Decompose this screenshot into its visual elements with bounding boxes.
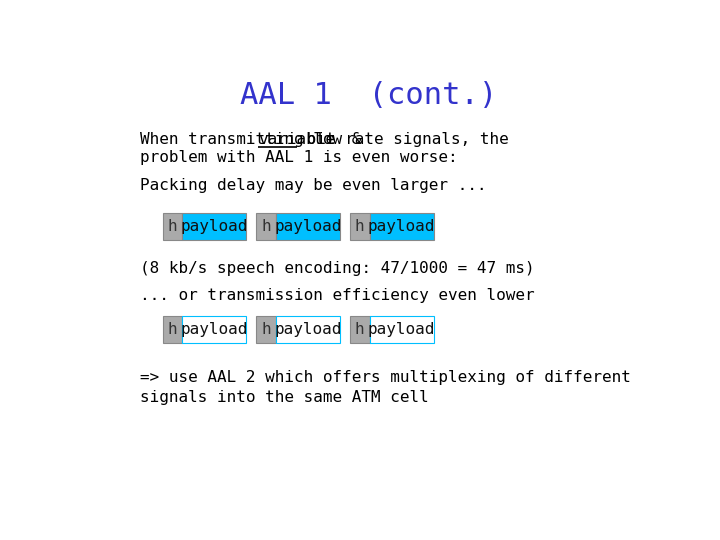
Text: signals into the same ATM cell: signals into the same ATM cell bbox=[140, 390, 429, 405]
Text: h: h bbox=[168, 219, 177, 234]
FancyBboxPatch shape bbox=[276, 213, 340, 240]
Text: h: h bbox=[168, 322, 177, 338]
FancyBboxPatch shape bbox=[163, 213, 182, 240]
FancyBboxPatch shape bbox=[369, 213, 433, 240]
Text: AAL 1  (cont.): AAL 1 (cont.) bbox=[240, 82, 498, 111]
Text: h: h bbox=[355, 219, 364, 234]
Text: payload: payload bbox=[274, 322, 341, 338]
FancyBboxPatch shape bbox=[163, 316, 182, 343]
Text: (8 kb/s speech encoding: 47/1000 = 47 ms): (8 kb/s speech encoding: 47/1000 = 47 ms… bbox=[140, 261, 535, 276]
Text: Packing delay may be even larger ...: Packing delay may be even larger ... bbox=[140, 178, 487, 193]
Text: payload: payload bbox=[181, 322, 248, 338]
FancyBboxPatch shape bbox=[276, 316, 340, 343]
Text: payload: payload bbox=[181, 219, 248, 234]
FancyBboxPatch shape bbox=[256, 213, 276, 240]
Text: ... or transmission efficiency even lower: ... or transmission efficiency even lowe… bbox=[140, 288, 535, 303]
Text: variable: variable bbox=[258, 132, 335, 147]
FancyBboxPatch shape bbox=[350, 316, 369, 343]
FancyBboxPatch shape bbox=[369, 316, 433, 343]
Text: payload: payload bbox=[274, 219, 341, 234]
Text: payload: payload bbox=[368, 219, 436, 234]
Text: h: h bbox=[355, 322, 364, 338]
FancyBboxPatch shape bbox=[182, 316, 246, 343]
Text: When transmitting low &: When transmitting low & bbox=[140, 132, 372, 147]
FancyBboxPatch shape bbox=[256, 316, 276, 343]
Text: => use AAL 2 which offers multiplexing of different: => use AAL 2 which offers multiplexing o… bbox=[140, 370, 631, 385]
Text: problem with AAL 1 is even worse:: problem with AAL 1 is even worse: bbox=[140, 150, 458, 165]
Text: bit rate signals, the: bit rate signals, the bbox=[297, 132, 509, 147]
FancyBboxPatch shape bbox=[182, 213, 246, 240]
FancyBboxPatch shape bbox=[350, 213, 369, 240]
Text: payload: payload bbox=[368, 322, 436, 338]
Text: h: h bbox=[261, 219, 271, 234]
Text: h: h bbox=[261, 322, 271, 338]
